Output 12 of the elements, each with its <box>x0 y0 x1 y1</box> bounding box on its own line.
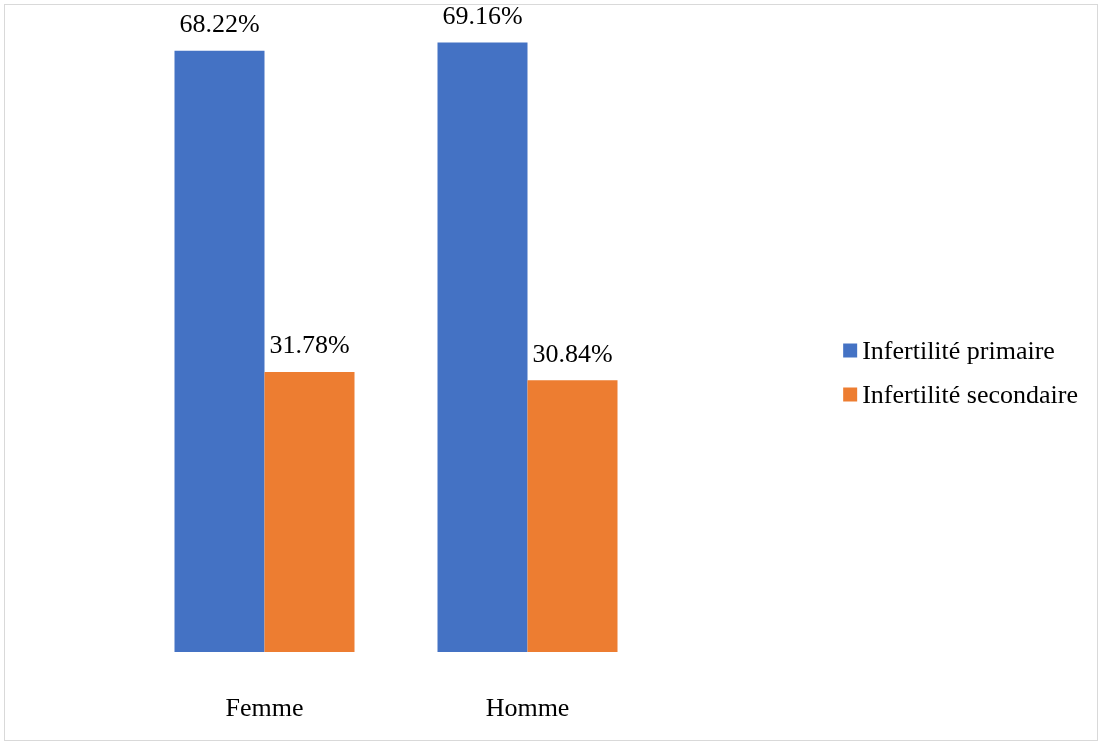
legend-label: Infertilité secondaire <box>862 380 1079 409</box>
legend-label: Infertilité primaire <box>862 336 1055 365</box>
data-label: 68.22% <box>179 9 260 39</box>
x-tick-label: Femme <box>225 692 304 722</box>
bar <box>174 50 265 652</box>
bar <box>527 380 618 652</box>
data-label: 30.84% <box>532 338 613 368</box>
data-label: 69.16% <box>442 0 523 30</box>
data-label: 31.78% <box>269 330 350 360</box>
bar <box>264 371 355 652</box>
x-tick-label: Homme <box>485 692 570 722</box>
bar <box>437 42 528 652</box>
